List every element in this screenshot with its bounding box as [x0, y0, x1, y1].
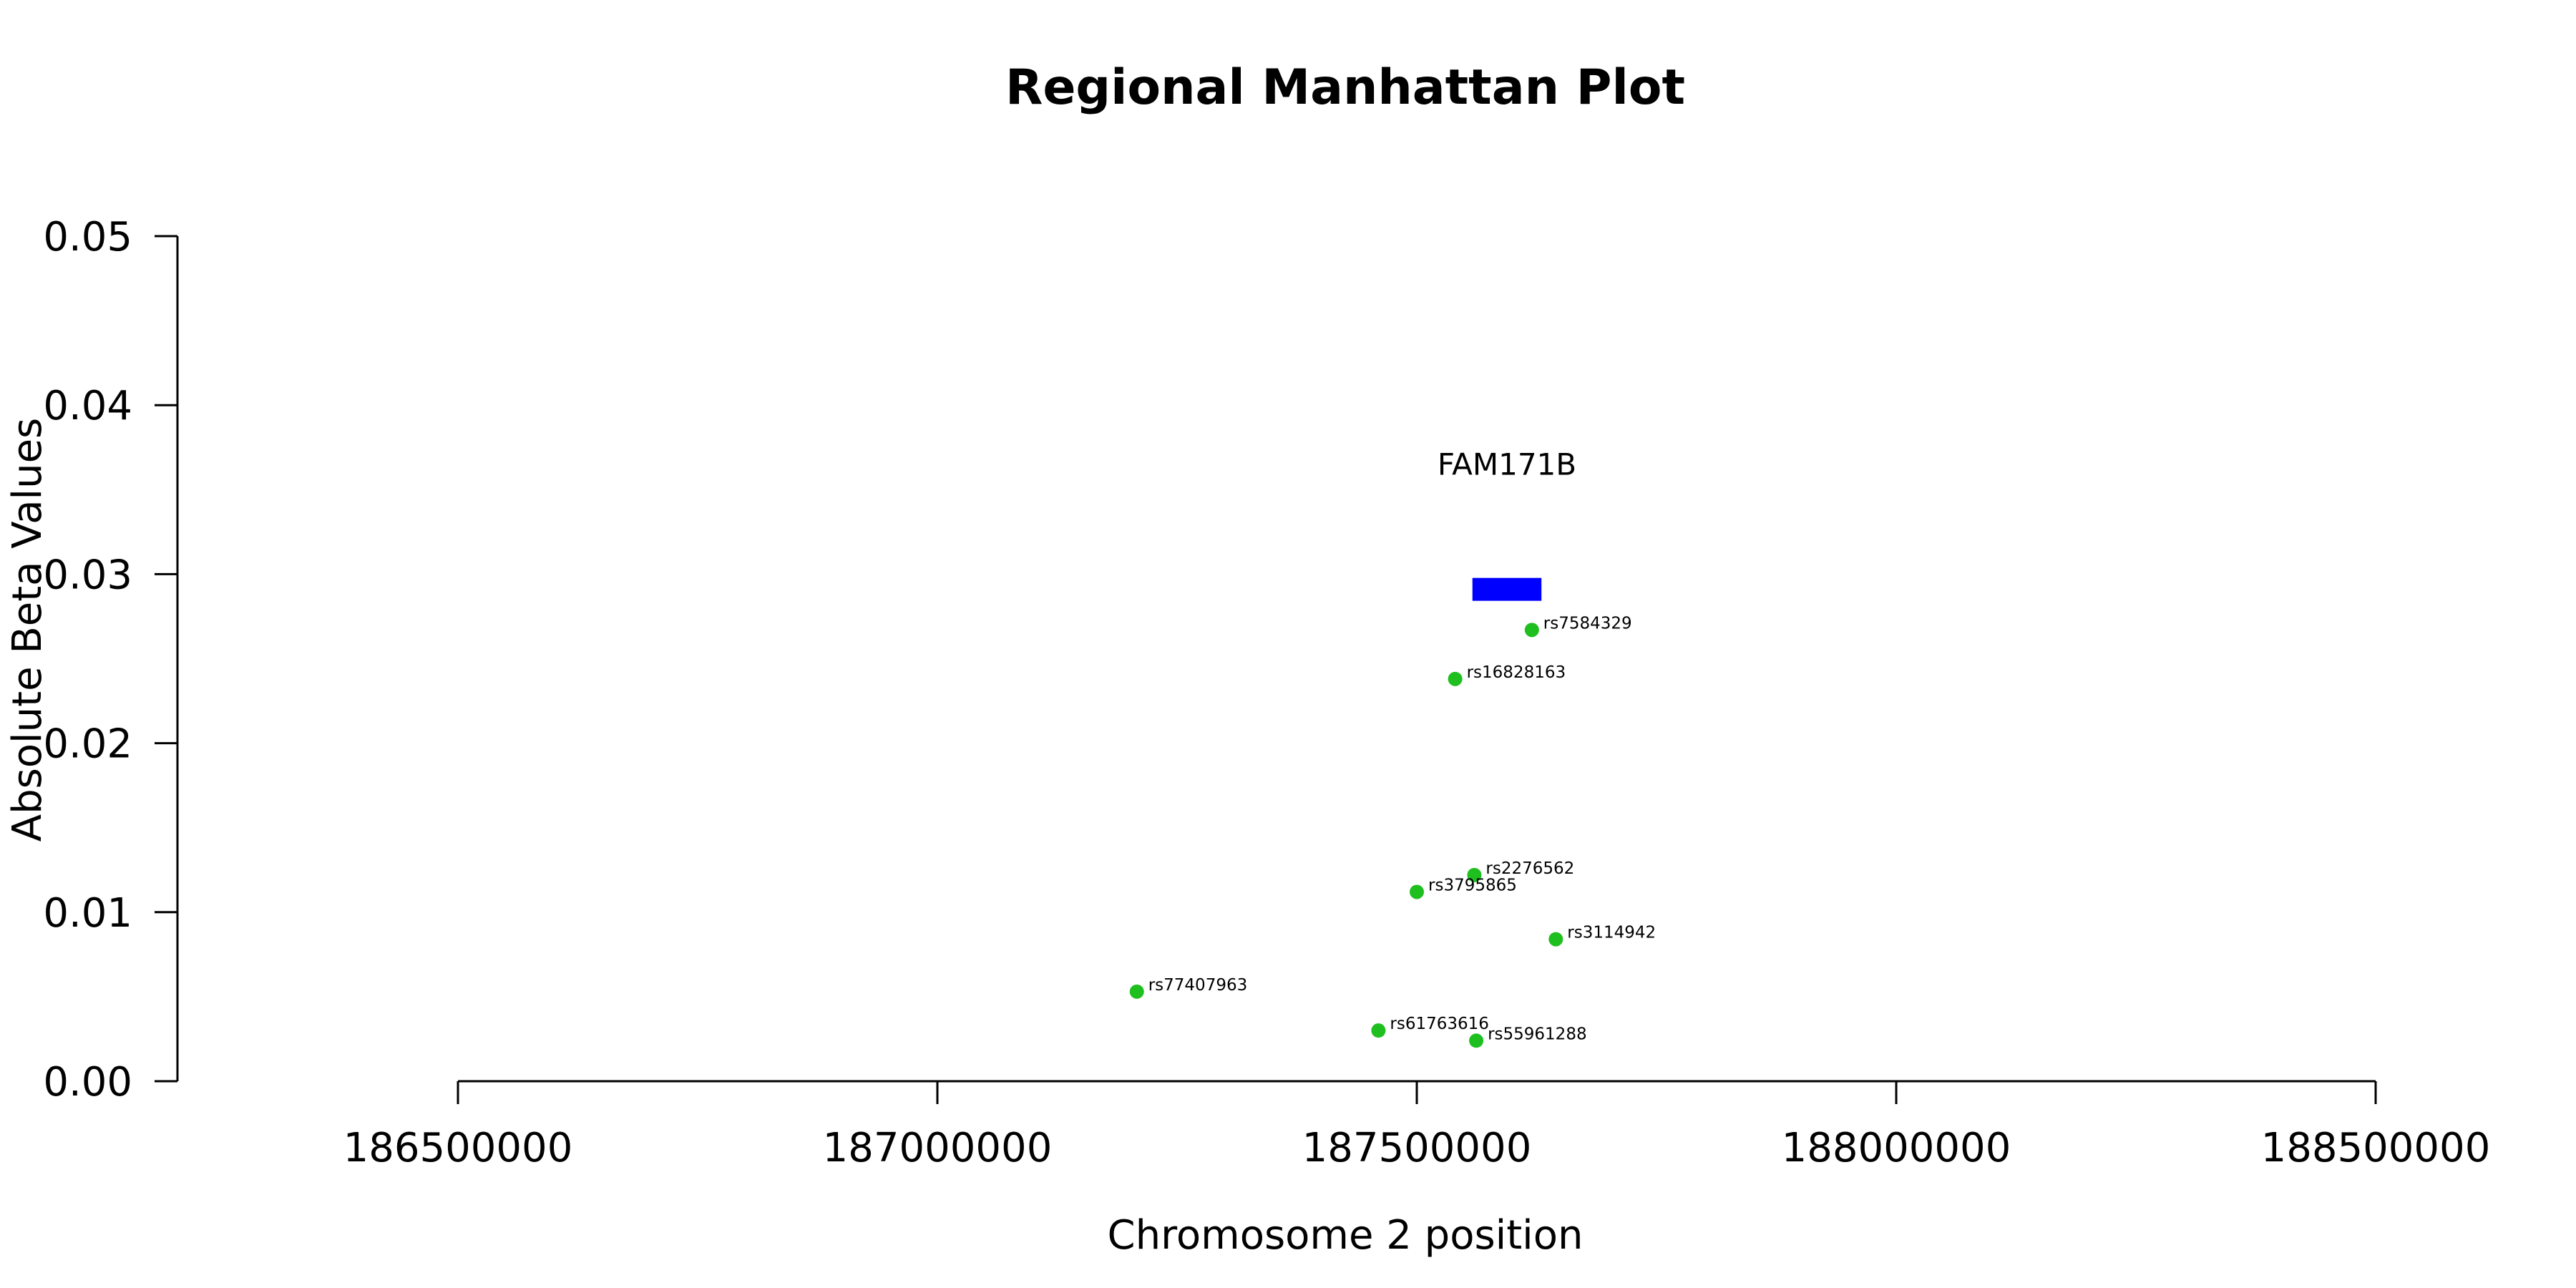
- x-axis: 186500000 187000000 187500000 188000000 1885…: [343, 1080, 2491, 1171]
- snp-label: rs77407963: [1148, 976, 1248, 995]
- x-tick-label: 188000000: [1782, 1125, 2011, 1171]
- gene-track: FAM171B: [1438, 447, 1576, 601]
- snp-point: [1548, 932, 1563, 947]
- y-axis: 0.00 0.01 0.02 0.03 0.04 0.05: [43, 214, 179, 1106]
- snp-label: rs3114942: [1567, 924, 1656, 942]
- snp-point: [1469, 1033, 1484, 1048]
- y-tick-label: 0.00: [43, 1059, 132, 1106]
- chart-title: Regional Manhattan Plot: [1005, 59, 1685, 116]
- x-tick-label: 187500000: [1302, 1125, 1532, 1171]
- snp-point: [1448, 671, 1463, 686]
- y-tick-label: 0.02: [43, 721, 132, 768]
- y-axis-label: Absolute Beta Values: [4, 418, 51, 841]
- snp-point: [1410, 884, 1424, 899]
- snp-label: rs55961288: [1488, 1025, 1587, 1043]
- y-tick-label: 0.01: [43, 890, 132, 937]
- x-tick-label: 188500000: [2261, 1125, 2491, 1171]
- snp-point: [1467, 867, 1482, 882]
- y-tick-label: 0.05: [43, 214, 132, 260]
- snp-label: rs2276562: [1485, 859, 1574, 878]
- snp-point: [1524, 623, 1539, 638]
- snp-point: [1371, 1023, 1386, 1038]
- y-tick-label: 0.03: [43, 552, 132, 598]
- snp-label: rs3795865: [1428, 876, 1517, 894]
- snp-label: rs7584329: [1543, 614, 1632, 633]
- x-tick-label: 187000000: [823, 1125, 1053, 1171]
- gene-label: FAM171B: [1438, 447, 1576, 482]
- y-tick-label: 0.04: [43, 383, 132, 429]
- x-tick-label: 186500000: [343, 1125, 573, 1171]
- snp-label: rs16828163: [1467, 663, 1566, 682]
- x-axis-label: Chromosome 2 position: [1108, 1212, 1584, 1259]
- gene-bar: [1472, 577, 1542, 601]
- snp-label: rs61763616: [1390, 1015, 1489, 1033]
- snp-point: [1129, 984, 1144, 999]
